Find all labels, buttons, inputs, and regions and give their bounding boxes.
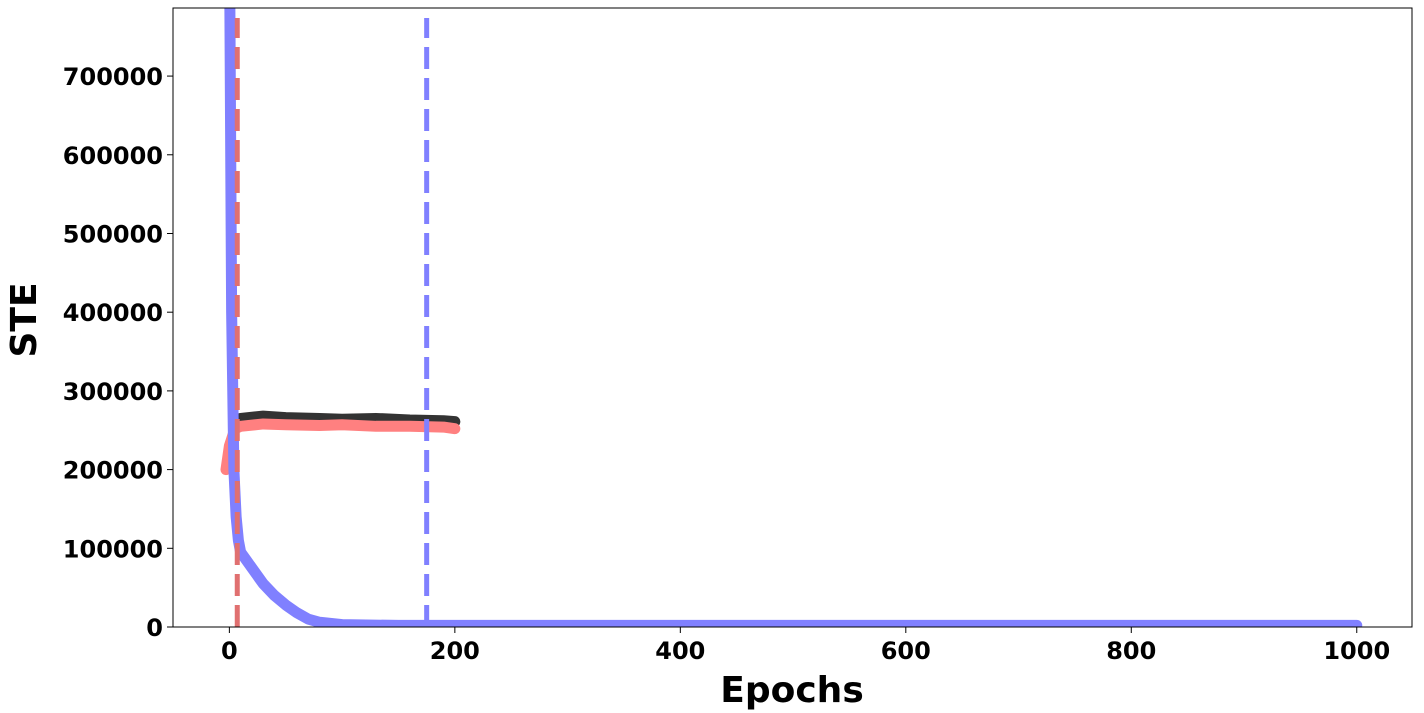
x-tick-label: 800 xyxy=(1106,637,1156,665)
y-tick-label: 500000 xyxy=(63,220,163,248)
plot-frame xyxy=(172,7,1413,628)
series-line xyxy=(220,418,461,476)
y-tick-label: 200000 xyxy=(63,457,163,485)
y-tick-label: 100000 xyxy=(63,535,163,563)
y-tick-label: 600000 xyxy=(63,142,163,170)
plot-area xyxy=(220,8,1363,627)
x-axis-label: Epochs xyxy=(720,670,864,711)
y-tick-label: 700000 xyxy=(63,63,163,91)
y-axis-label: STE xyxy=(4,282,45,357)
x-tick-label: 400 xyxy=(655,637,705,665)
x-tick-label: 600 xyxy=(881,637,931,665)
series-line xyxy=(224,8,1363,627)
x-tick-label: 0 xyxy=(221,637,238,665)
y-tick-label: 0 xyxy=(146,614,163,642)
y-tick-label: 300000 xyxy=(63,378,163,406)
y-tick-label: 400000 xyxy=(63,299,163,327)
x-tick-label: 1000 xyxy=(1323,637,1390,665)
x-tick-label: 200 xyxy=(430,637,480,665)
